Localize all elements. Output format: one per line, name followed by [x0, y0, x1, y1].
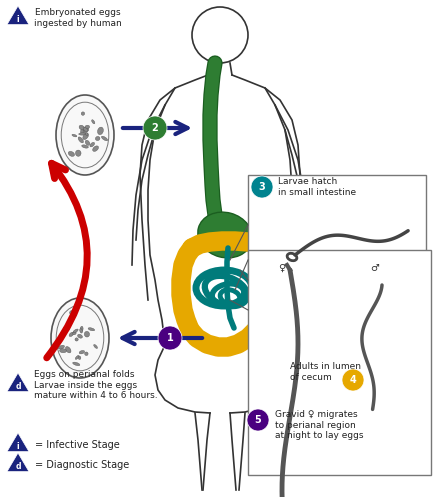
Ellipse shape — [56, 95, 114, 175]
Text: ♀: ♀ — [278, 263, 285, 273]
FancyArrowPatch shape — [46, 164, 87, 358]
Ellipse shape — [51, 298, 109, 378]
Text: Larvae hatch
in small intestine: Larvae hatch in small intestine — [277, 177, 355, 197]
Polygon shape — [7, 373, 29, 392]
Ellipse shape — [78, 356, 81, 359]
Ellipse shape — [90, 142, 94, 147]
Ellipse shape — [59, 349, 66, 353]
Ellipse shape — [65, 346, 71, 353]
Ellipse shape — [97, 127, 103, 135]
Text: 2: 2 — [151, 123, 158, 133]
Circle shape — [341, 369, 363, 391]
Ellipse shape — [82, 133, 88, 140]
Ellipse shape — [82, 145, 88, 148]
Ellipse shape — [93, 344, 97, 348]
Polygon shape — [7, 433, 29, 452]
Text: 1: 1 — [166, 333, 173, 343]
Text: 3: 3 — [258, 182, 265, 192]
Ellipse shape — [79, 350, 85, 354]
Circle shape — [158, 326, 181, 350]
Ellipse shape — [79, 133, 85, 135]
Ellipse shape — [79, 329, 82, 333]
Ellipse shape — [69, 311, 74, 315]
Ellipse shape — [92, 120, 95, 124]
Ellipse shape — [92, 146, 98, 152]
Circle shape — [247, 409, 268, 431]
Text: = Infective Stage: = Infective Stage — [35, 440, 119, 450]
Polygon shape — [7, 453, 29, 472]
Text: Eggs on perianal folds
Larvae inside the eggs
mature within 4 to 6 hours.: Eggs on perianal folds Larvae inside the… — [34, 370, 157, 400]
Ellipse shape — [85, 140, 89, 145]
Ellipse shape — [77, 334, 82, 338]
Text: Embryonated eggs
ingested by human: Embryonated eggs ingested by human — [34, 8, 122, 28]
Circle shape — [143, 116, 167, 140]
Ellipse shape — [83, 128, 88, 132]
Ellipse shape — [84, 331, 89, 337]
Ellipse shape — [72, 362, 80, 366]
Ellipse shape — [73, 329, 78, 333]
Text: d: d — [15, 462, 21, 471]
Text: i: i — [16, 442, 19, 451]
FancyBboxPatch shape — [247, 250, 430, 475]
Ellipse shape — [85, 125, 89, 129]
Text: 5: 5 — [254, 415, 261, 425]
Ellipse shape — [68, 152, 74, 157]
Circle shape — [250, 176, 273, 198]
Ellipse shape — [75, 355, 79, 359]
Text: d: d — [15, 382, 21, 391]
Ellipse shape — [75, 338, 78, 341]
Ellipse shape — [85, 132, 88, 136]
Ellipse shape — [197, 212, 252, 258]
Ellipse shape — [85, 352, 88, 355]
Text: = Diagnostic Stage: = Diagnostic Stage — [35, 460, 129, 470]
Text: Adults in lumen
of cecum: Adults in lumen of cecum — [289, 362, 360, 382]
Ellipse shape — [58, 345, 64, 349]
Ellipse shape — [63, 326, 69, 331]
Ellipse shape — [88, 328, 95, 331]
Ellipse shape — [101, 136, 107, 141]
Ellipse shape — [72, 134, 77, 137]
Ellipse shape — [81, 112, 85, 115]
Ellipse shape — [72, 331, 76, 334]
Ellipse shape — [95, 137, 100, 141]
Ellipse shape — [69, 332, 73, 336]
Ellipse shape — [80, 327, 83, 332]
Text: i: i — [16, 14, 19, 23]
Polygon shape — [7, 6, 29, 24]
Ellipse shape — [80, 129, 84, 135]
Ellipse shape — [79, 125, 84, 130]
Text: Gravid ♀ migrates
to perianal region
at night to lay eggs: Gravid ♀ migrates to perianal region at … — [274, 410, 363, 440]
Ellipse shape — [78, 137, 83, 143]
Ellipse shape — [76, 150, 81, 156]
Ellipse shape — [83, 127, 89, 132]
FancyBboxPatch shape — [247, 175, 425, 280]
Text: 4: 4 — [349, 375, 355, 385]
Text: ♂: ♂ — [370, 263, 378, 273]
Ellipse shape — [81, 130, 84, 135]
